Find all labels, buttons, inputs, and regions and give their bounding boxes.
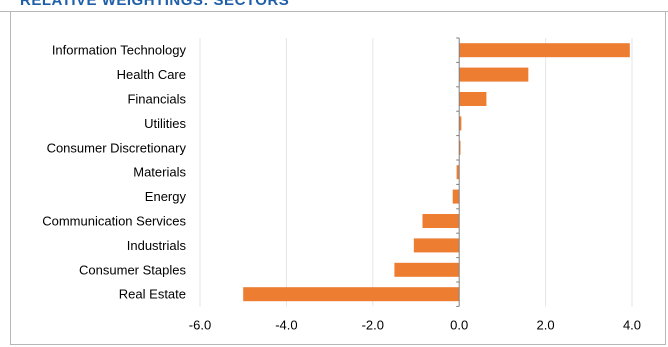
x-tick-label: -4.0 bbox=[275, 317, 297, 332]
chart-frame bbox=[10, 11, 666, 345]
category-label: Consumer Discretionary bbox=[47, 140, 187, 155]
bar-utilities bbox=[459, 116, 462, 131]
x-tick-label: -6.0 bbox=[189, 317, 211, 332]
category-label: Information Technology bbox=[52, 43, 187, 58]
category-label: Real Estate bbox=[119, 287, 186, 302]
bar-industrials bbox=[413, 238, 460, 253]
category-label: Materials bbox=[133, 165, 186, 180]
category-label: Health Care bbox=[117, 67, 186, 82]
bar-consumer-discretionary bbox=[459, 140, 461, 155]
gridlines bbox=[199, 38, 633, 307]
category-label: Industrials bbox=[127, 238, 187, 253]
chart-title: RELATIVE WEIGHTINGS: SECTORS bbox=[20, 0, 290, 9]
bar-financials bbox=[459, 92, 487, 106]
category-label: Financials bbox=[127, 92, 186, 107]
bar-information-technology bbox=[459, 43, 630, 58]
bar-health-care bbox=[459, 67, 529, 82]
category-label: Utilities bbox=[144, 116, 186, 131]
title-rule bbox=[0, 11, 668, 12]
bar-communication-services bbox=[422, 214, 460, 228]
category-labels: Information Technology Health Care Financi… bbox=[42, 43, 186, 302]
category-label: Energy bbox=[145, 189, 187, 204]
x-tick-label: 4.0 bbox=[623, 317, 641, 332]
x-tick-label: 2.0 bbox=[537, 317, 555, 332]
tick-labels: -6.0 -4.0 -2.0 0.0 2.0 4.0 bbox=[189, 317, 641, 332]
bar-real-estate bbox=[243, 287, 460, 302]
bar-energy bbox=[452, 189, 460, 204]
bars bbox=[243, 43, 630, 302]
category-label: Consumer Staples bbox=[79, 262, 186, 277]
x-tick-label: 0.0 bbox=[450, 317, 468, 332]
bar-consumer-staples bbox=[394, 262, 460, 277]
zero-axis bbox=[456, 37, 460, 307]
x-tick-label: -2.0 bbox=[362, 317, 384, 332]
category-label: Communication Services bbox=[42, 214, 186, 229]
bar-materials bbox=[456, 165, 460, 180]
